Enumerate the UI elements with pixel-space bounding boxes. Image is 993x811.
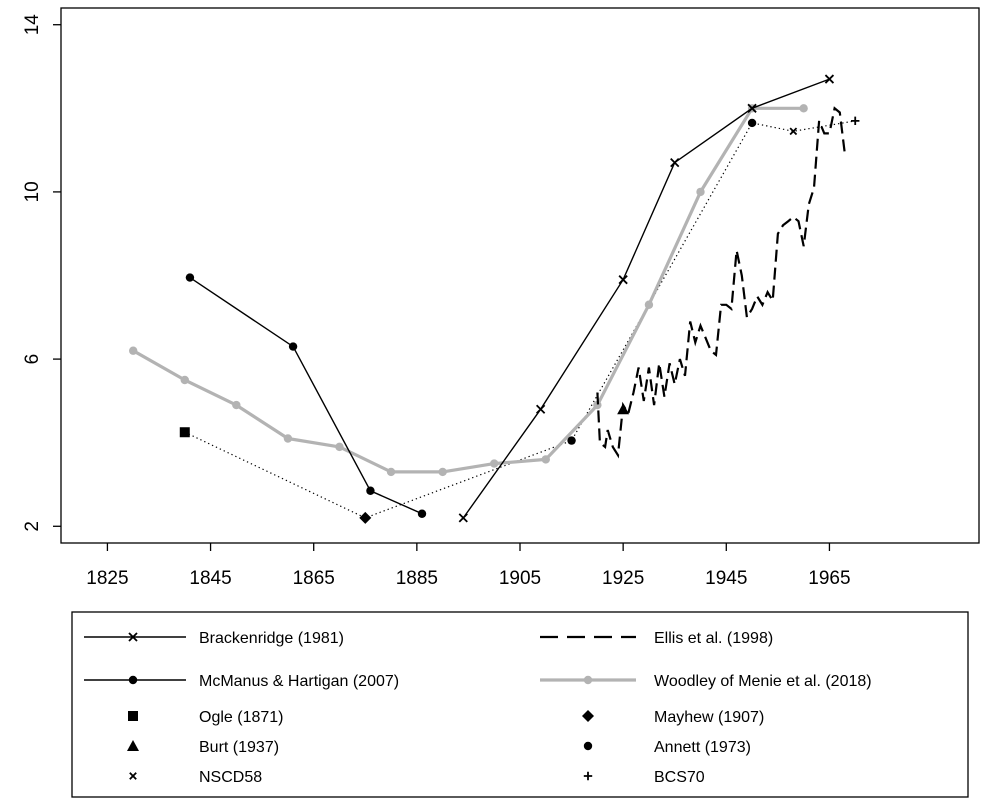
annett-1973-point (567, 436, 576, 445)
woodley-of-menie-et-al-2018-point (593, 400, 602, 410)
legend-label: McManus & Hartigan (2007) (199, 673, 399, 690)
series-mcmanus-hartigan-2007 (185, 273, 427, 518)
woodley-of-menie-et-al-2018-point (799, 104, 808, 113)
woodley-of-menie-et-al-2018-point (438, 467, 447, 477)
woodley-of-menie-et-al-2018-point (180, 375, 189, 385)
mcmanus-hartigan-2007-line (189, 277, 423, 515)
legend-plus-marker (583, 771, 593, 781)
nscd58-point (789, 127, 798, 136)
legend-item: NSCD58 (129, 769, 262, 786)
legend-item: BCS70 (583, 769, 705, 786)
brackenridge-1981-point (458, 513, 468, 523)
legend-label: Burt (1937) (199, 739, 279, 756)
legend-item: Ogle (1871) (128, 709, 284, 726)
legend-label: Ogle (1871) (199, 709, 284, 726)
legend-label: Annett (1973) (654, 739, 751, 756)
legend: Brackenridge (1981) Ellis et al. (1998) Mc… (84, 630, 872, 786)
bcs70-point (851, 116, 860, 126)
woodley-of-menie-et-al-2018-point (386, 467, 396, 477)
series-annett-1973 (567, 118, 757, 445)
legend-item: McManus & Hartigan (2007) (84, 673, 399, 690)
legend-circle-marker (128, 675, 138, 685)
series-bcs70 (851, 116, 860, 126)
x-tick-label: 1825 (86, 568, 128, 589)
legend-square-marker (128, 711, 138, 721)
y-tick-label: 10 (22, 181, 43, 202)
legend-item: Burt (1937) (127, 739, 279, 756)
series-ogle-1871 (179, 427, 190, 438)
woodley-of-menie-et-al-2018-point (644, 300, 654, 309)
legend-item: Brackenridge (1981) (84, 630, 344, 647)
legend-label: Woodley of Menie et al. (2018) (654, 673, 872, 690)
x-tick-label: 1925 (602, 568, 644, 589)
series-layer (129, 74, 860, 524)
y-tick-label: 2 (22, 521, 43, 532)
legend-triangle-marker (127, 740, 139, 751)
mcmanus-hartigan-2007-point (288, 342, 298, 351)
woodley-of-menie-et-al-2018-point (283, 434, 293, 443)
brackenridge-1981-point (824, 74, 835, 84)
brackenridge-1981-point (747, 103, 757, 113)
x-tick-label: 1905 (499, 568, 541, 589)
brackenridge-1981-point (618, 275, 628, 285)
x-tick-label: 1885 (396, 568, 438, 589)
legend-label: NSCD58 (199, 769, 262, 786)
woodley-of-menie-et-al-2018-point (541, 455, 550, 464)
burt-1937-point (617, 403, 630, 415)
x-tick-label: 1965 (808, 568, 850, 589)
brackenridge-1981-point (535, 404, 546, 414)
x-tick-label: 1845 (189, 568, 231, 589)
legend-diamond-marker (582, 710, 594, 722)
legend-frame (71, 611, 969, 798)
dotted-connector-line (184, 120, 856, 519)
legend-item: Annett (1973) (583, 739, 751, 756)
mcmanus-hartigan-2007-point (185, 273, 195, 282)
legend-item: Mayhew (1907) (582, 709, 764, 726)
brackenridge-1981-point (670, 158, 680, 168)
woodley-of-menie-et-al-2018-point (335, 442, 344, 452)
legend-x-marker (128, 632, 138, 642)
x-tick-label: 1945 (705, 568, 747, 589)
legend-circle-marker (583, 741, 593, 751)
mcmanus-hartigan-2007-point (417, 509, 427, 518)
mcmanus-hartigan-2007-point (366, 486, 375, 495)
annett-1973-point (747, 118, 757, 128)
ogle-1871-point (179, 427, 190, 438)
ellis-et-al-1998-line (596, 106, 846, 459)
woodley-of-menie-et-al-2018-point (490, 459, 499, 468)
woodley-of-menie-et-al-2018-point (696, 187, 705, 197)
mayhew-1907-point (359, 511, 372, 524)
series-burt-1937 (617, 403, 630, 415)
series-nscd58 (789, 127, 798, 136)
legend-label: Mayhew (1907) (654, 709, 764, 726)
y-tick-label: 14 (22, 14, 43, 36)
woodley-of-menie-et-al-2018-point (232, 400, 241, 410)
legend-item: Woodley of Menie et al. (2018) (540, 673, 872, 690)
legend-label: Ellis et al. (1998) (654, 630, 773, 647)
brackenridge-1981-line (462, 78, 830, 519)
woodley-of-menie-et-al-2018-point (129, 346, 138, 355)
x-tick-label: 1865 (293, 568, 335, 589)
series-ellis-et-al-1998 (596, 106, 846, 459)
legend-item: Ellis et al. (1998) (540, 630, 773, 647)
axes: 1825 1845 1865 1885 1905 1925 1945 1965 2 6 10 14 (22, 14, 851, 589)
y-tick-label: 6 (22, 354, 43, 365)
legend-gray-circle-marker (583, 675, 593, 685)
legend-x-small-marker (129, 772, 137, 780)
series-brackenridge-1981 (458, 74, 835, 523)
series-mayhew-1907 (359, 511, 372, 524)
woodley-of-menie-et-al-2018-line (132, 106, 804, 474)
legend-label: BCS70 (654, 769, 705, 786)
legend-label: Brackenridge (1981) (199, 630, 344, 647)
series-woodley-of-menie-et-al-2018 (129, 104, 808, 477)
